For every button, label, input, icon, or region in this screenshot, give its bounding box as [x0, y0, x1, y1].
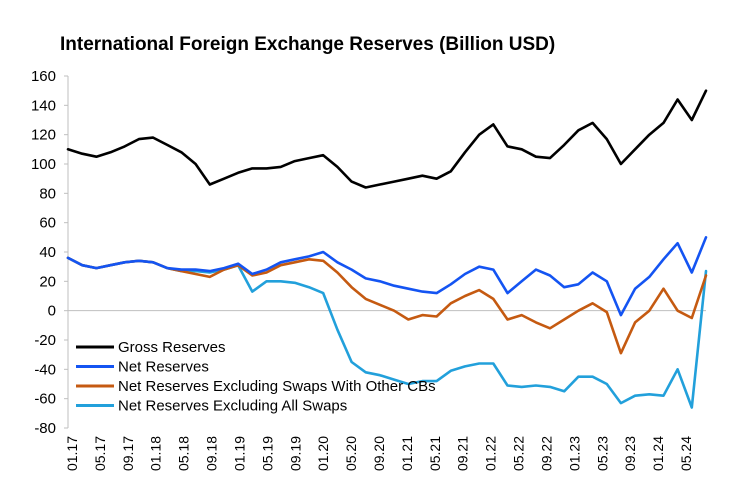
- x-tick-label: 05.17: [92, 436, 108, 471]
- y-tick-label: -60: [34, 391, 56, 408]
- x-tick-label: 09.21: [455, 436, 471, 471]
- x-tick-label: 09.19: [287, 436, 303, 471]
- x-tick-label: 01.21: [399, 436, 415, 471]
- legend-label: Net Reserves Excluding All Swaps: [118, 398, 347, 415]
- series-line: [66, 236, 708, 317]
- y-tick-label: 20: [39, 273, 56, 290]
- x-tick-label: 05.21: [427, 436, 443, 471]
- x-tick-label: 05.23: [594, 436, 610, 471]
- x-tick-label: 01.24: [650, 436, 666, 471]
- x-tick-label: 09.22: [538, 436, 554, 471]
- y-tick-label: -80: [34, 420, 56, 437]
- x-tick-label: 09.17: [120, 436, 136, 471]
- x-tick-label: 01.20: [315, 436, 331, 471]
- legend-label: Net Reserves Excluding Swaps With Other …: [118, 378, 436, 395]
- x-tick-label: 01.23: [566, 436, 582, 471]
- x-tick-label: 05.22: [511, 436, 527, 471]
- y-tick-label: 160: [31, 68, 56, 85]
- x-tick-label: 09.23: [622, 436, 638, 471]
- y-tick-label: 100: [31, 156, 56, 173]
- y-tick-label: 60: [39, 215, 56, 232]
- x-tick-label: 09.20: [371, 436, 387, 471]
- x-tick-label: 01.17: [64, 436, 80, 471]
- y-tick-label: 120: [31, 127, 56, 144]
- x-tick-label: 01.18: [148, 436, 164, 471]
- x-tick-label: 09.18: [204, 436, 220, 471]
- x-tick-label: 05.24: [678, 436, 694, 471]
- legend-label: Net Reserves: [118, 359, 209, 376]
- y-tick-label: 40: [39, 244, 56, 261]
- x-tick-label: 05.19: [259, 436, 275, 471]
- chart-title: International Foreign Exchange Reserves …: [60, 34, 556, 55]
- x-tick-label: 01.19: [231, 436, 247, 471]
- y-tick-label: 80: [39, 185, 56, 202]
- y-tick-label: 0: [48, 303, 56, 320]
- legend-label: Gross Reserves: [118, 339, 226, 356]
- y-tick-label: 140: [31, 97, 56, 114]
- series-line: [66, 89, 708, 189]
- y-tick-label: -20: [34, 332, 56, 349]
- x-tick-label: 01.22: [483, 436, 499, 471]
- y-tick-label: -40: [34, 361, 56, 378]
- x-tick-label: 05.18: [176, 436, 192, 471]
- x-tick-label: 05.20: [343, 436, 359, 471]
